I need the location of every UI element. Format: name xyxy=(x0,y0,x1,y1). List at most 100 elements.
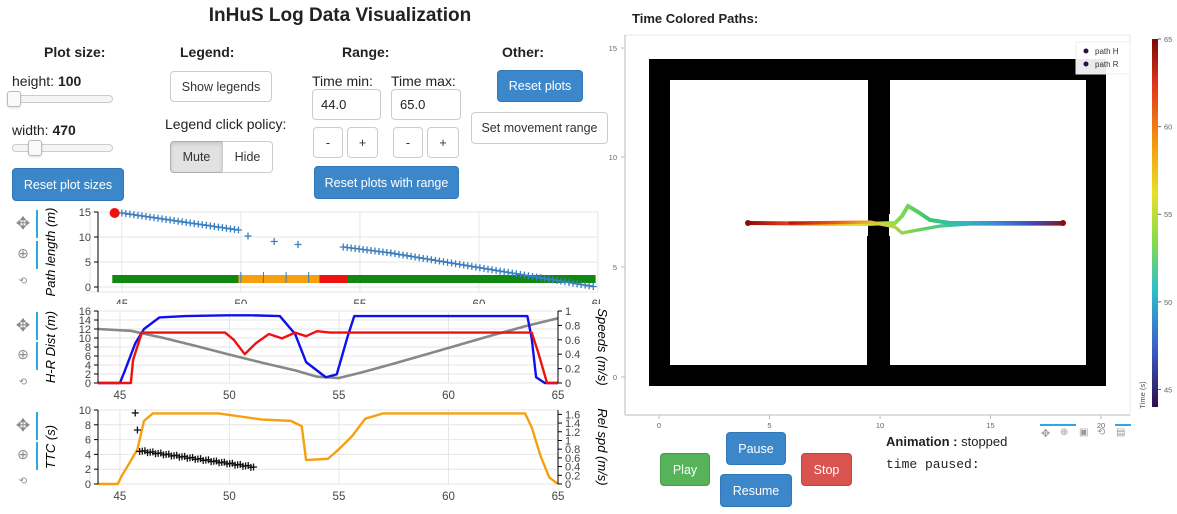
y2-tick-label: 0.8 xyxy=(565,444,580,456)
data-point xyxy=(133,426,141,434)
time-min-decrement-button[interactable]: - xyxy=(313,127,343,158)
width-slider-track[interactable] xyxy=(12,144,113,152)
data-point xyxy=(476,264,484,272)
animation-status-value: stopped xyxy=(961,434,1008,449)
time-min-increment-button[interactable]: + xyxy=(347,127,378,158)
map-wheel-zoom-tool-icon[interactable]: ⊕ xyxy=(1060,427,1069,438)
y-tick-label: 0 xyxy=(85,479,91,491)
x-tick-label: 60 xyxy=(473,299,486,304)
x-tick-label: 60 xyxy=(442,491,455,503)
data-point xyxy=(520,271,528,279)
map-reset-tool-icon[interactable]: ⟲ xyxy=(1097,427,1106,438)
pause-button[interactable]: Pause xyxy=(726,432,786,465)
y-axis-label: H-R Dist (m) xyxy=(43,311,58,383)
time-max-decrement-button[interactable]: - xyxy=(393,127,423,158)
series-line xyxy=(97,316,559,380)
reset-tool-icon[interactable]: ⟲ xyxy=(18,476,28,487)
y2-axis-label: Speeds (m/s) xyxy=(595,308,610,385)
y-tick-label: 6 xyxy=(85,435,91,447)
height-value: 100 xyxy=(57,73,82,89)
pan-tool-icon[interactable]: ✥ xyxy=(15,316,31,335)
y2-tick-label: 0 xyxy=(565,378,571,390)
data-point xyxy=(496,267,504,275)
height-slider-handle[interactable] xyxy=(7,91,21,107)
data-point xyxy=(444,258,452,266)
x-tick-label: 55 xyxy=(333,390,346,402)
path-end-marker xyxy=(1060,220,1066,226)
x-tick-label: 50 xyxy=(223,491,236,503)
y-axis-label: Path length (m) xyxy=(43,208,58,297)
reset-tool-icon[interactable]: ⟲ xyxy=(18,276,28,287)
set-movement-range-button[interactable]: Set movement range xyxy=(471,112,608,144)
x-tick-label: 50 xyxy=(223,390,236,402)
data-point xyxy=(131,409,139,417)
wheel-zoom-tool-icon[interactable]: ⊕ xyxy=(17,346,29,362)
active-tool-indicator xyxy=(36,210,38,238)
play-button[interactable]: Play xyxy=(660,453,710,486)
pan-tool-icon[interactable]: ✥ xyxy=(15,214,31,233)
x-tick-label: 65 xyxy=(552,390,565,402)
map-save-tool-icon[interactable]: ▣ xyxy=(1079,427,1089,438)
y2-tick-label: 0.2 xyxy=(565,470,580,482)
data-point xyxy=(464,262,472,270)
reset-plots-button[interactable]: Reset plots xyxy=(497,70,583,102)
y-tick-label: 14 xyxy=(79,315,91,327)
time-max-input[interactable]: 65.0 xyxy=(391,89,461,120)
hide-toggle[interactable]: Hide xyxy=(222,141,273,173)
show-legends-button[interactable]: Show legends xyxy=(170,71,272,102)
time-max-label: Time max: xyxy=(391,73,456,89)
time-max-increment-button[interactable]: + xyxy=(427,127,459,158)
data-point xyxy=(270,238,278,245)
x-tick-label: 55 xyxy=(354,299,367,304)
colorbar-tick-label: 60 xyxy=(1164,123,1172,132)
y-tick-label: 0 xyxy=(85,378,91,390)
data-point xyxy=(294,241,302,248)
map-pan-tool-icon[interactable]: ✥ xyxy=(1041,428,1051,440)
wheel-zoom-tool-icon[interactable]: ⊕ xyxy=(17,245,29,261)
y2-tick-label: 1.4 xyxy=(565,418,580,430)
other-header: Other: xyxy=(502,44,544,60)
y-axis-label: TTC (s) xyxy=(43,425,58,469)
series-line xyxy=(98,329,558,385)
height-slider-track[interactable] xyxy=(12,95,113,103)
y-tick-label: 8 xyxy=(85,420,91,432)
data-point xyxy=(529,272,537,280)
y2-tick-label: 0.4 xyxy=(565,349,580,361)
data-point xyxy=(431,256,439,264)
width-slider-handle[interactable] xyxy=(28,140,42,156)
y2-tick-label: 1.6 xyxy=(565,409,580,421)
y-tick-label: 12 xyxy=(79,324,91,336)
wheel-zoom-tool-icon[interactable]: ⊕ xyxy=(17,446,29,462)
active-tool-indicator xyxy=(1040,424,1076,426)
x-tick-label: 45 xyxy=(114,390,127,402)
page-title: InHuS Log Data Visualization xyxy=(208,5,472,26)
time-min-input[interactable]: 44.0 xyxy=(312,89,381,120)
data-point xyxy=(435,257,443,265)
data-point xyxy=(561,278,569,286)
path-r-legend-swatch xyxy=(1083,61,1089,67)
data-point xyxy=(589,283,597,290)
reset-tool-icon[interactable]: ⟲ xyxy=(18,377,28,388)
resume-button[interactable]: Resume xyxy=(720,474,792,507)
map-y-tick-label: 0 xyxy=(613,373,617,382)
status-bar-segment xyxy=(319,275,348,283)
stop-button[interactable]: Stop xyxy=(801,453,852,486)
reset-plots-with-range-button[interactable]: Reset plots with range xyxy=(314,166,459,199)
data-point xyxy=(234,226,242,234)
y-tick-label: 10 xyxy=(79,333,91,345)
x-tick-label: 65 xyxy=(592,299,600,304)
legend-header: Legend: xyxy=(180,44,235,60)
map-x-tick-label: 15 xyxy=(986,421,994,430)
mute-toggle[interactable]: Mute xyxy=(170,141,223,173)
pan-tool-icon[interactable]: ✥ xyxy=(15,416,31,435)
data-point xyxy=(427,256,435,264)
map-hover-tool-icon[interactable]: ▤ xyxy=(1116,427,1126,438)
colorbar-label: Time (s) xyxy=(1138,381,1147,409)
data-point xyxy=(456,260,464,268)
colorbar-tick-label: 50 xyxy=(1164,298,1172,307)
reset-plot-sizes-button[interactable]: Reset plot sizes xyxy=(12,168,124,201)
